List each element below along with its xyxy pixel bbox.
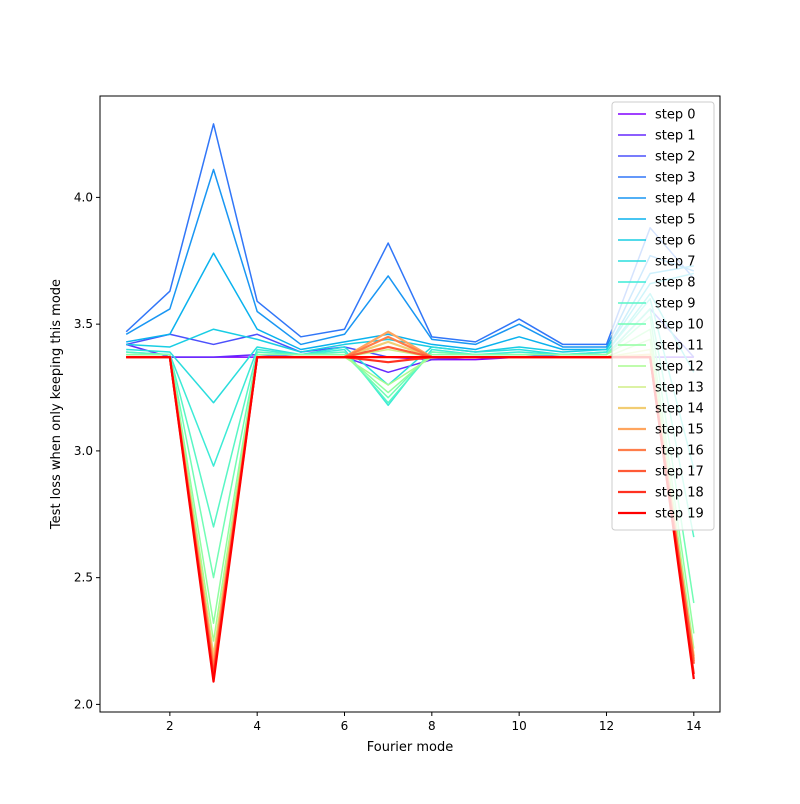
series-line-step-19 <box>126 356 695 683</box>
x-axis-label: Fourier mode <box>367 740 454 755</box>
legend-label: step 17 <box>655 465 704 480</box>
legend-label: step 12 <box>655 360 704 375</box>
series-line-step-4 <box>125 168 695 348</box>
x-tick-label: 14 <box>686 719 701 733</box>
legend-label: step 15 <box>655 423 704 438</box>
legend-label: step 19 <box>655 507 704 522</box>
y-axis-label: Test loss when only keeping this mode <box>49 279 64 530</box>
series-layer <box>125 123 695 683</box>
x-tick-label: 6 <box>341 719 349 733</box>
legend-label: step 0 <box>655 108 696 123</box>
legend-label: step 16 <box>655 444 704 459</box>
series-line-step-11 <box>126 328 695 634</box>
series-line-step-3 <box>125 123 695 346</box>
y-tick-label: 3.0 <box>74 444 93 458</box>
legend-label: step 2 <box>655 150 696 165</box>
x-tick-label: 2 <box>166 719 174 733</box>
y-tick-label: 2.0 <box>74 697 93 711</box>
x-tick-label: 12 <box>599 719 614 733</box>
legend-label: step 9 <box>655 297 696 312</box>
y-tick-label: 2.5 <box>74 571 93 585</box>
legend-label: step 7 <box>655 255 696 270</box>
legend-label: step 11 <box>655 339 704 354</box>
legend-label: step 13 <box>655 381 704 396</box>
legend-label: step 8 <box>655 276 696 291</box>
x-tick-label: 4 <box>253 719 261 733</box>
legend-label: step 10 <box>655 318 704 333</box>
legend-label: step 14 <box>655 402 704 417</box>
legend: step 0 step 1 step 2 step 3 step 4 step 5 step… <box>611 101 715 531</box>
legend-label: step 18 <box>655 486 704 501</box>
x-tick-label: 8 <box>428 719 436 733</box>
legend-label: step 3 <box>655 171 696 186</box>
x-tick-label: 10 <box>512 719 527 733</box>
plot-frame <box>99 95 721 713</box>
y-tick-label: 4.0 <box>74 190 93 204</box>
y-tick-label: 3.5 <box>74 317 93 331</box>
legend-label: step 1 <box>655 129 696 144</box>
legend-box <box>611 101 715 531</box>
x-axis: 2 4 6 8 10 12 14 <box>166 712 701 733</box>
legend-label: step 5 <box>655 213 696 228</box>
legend-label: step 4 <box>655 192 696 207</box>
legend-label: step 6 <box>655 234 696 249</box>
y-axis: 2.0 2.5 3.0 3.5 4.0 <box>74 190 100 711</box>
